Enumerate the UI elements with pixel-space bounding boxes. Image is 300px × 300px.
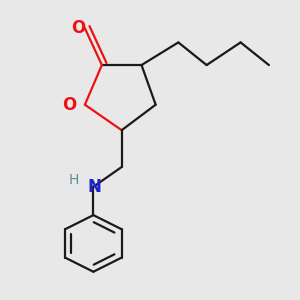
Text: N: N (88, 178, 102, 196)
Text: H: H (68, 173, 79, 187)
Text: O: O (71, 19, 85, 37)
Text: O: O (62, 96, 76, 114)
